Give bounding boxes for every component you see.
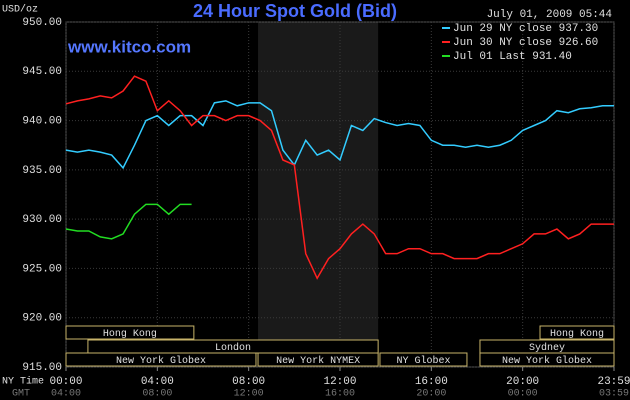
legend-label: Jun 29 NY close 937.30 [453, 23, 598, 35]
session-label: London [215, 342, 251, 354]
gmt-row-label: GMT [12, 389, 30, 400]
legend-label: Jul 01 Last 931.40 [453, 51, 572, 63]
gmt-tick-label: 03:59 [599, 389, 629, 400]
x-tick-label: 20:00 [506, 376, 539, 388]
session-label: Hong Kong [103, 329, 157, 340]
gmt-tick-label: 04:00 [51, 389, 81, 400]
x-tick-label: 16:00 [415, 376, 448, 388]
series-line [65, 203, 192, 240]
session-label: New York Globex [116, 355, 206, 367]
session-bar [379, 352, 468, 367]
session-label: New York NYMEX [276, 355, 360, 367]
session-bar [479, 352, 615, 367]
series-line [65, 100, 614, 170]
session-shade [258, 22, 379, 367]
session-label: New York Globex [502, 355, 592, 367]
background-layer [65, 21, 615, 368]
x-tick-label: 12:00 [323, 376, 356, 388]
gmt-tick-label: 00:00 [508, 389, 538, 400]
timestamp: July 01, 2009 05:44 [487, 9, 613, 21]
y-tick-label: 915.00 [22, 362, 62, 374]
gmt-tick-label: 12:00 [234, 389, 264, 400]
x-tick-label: 04:00 [141, 376, 174, 388]
session-bar [539, 325, 615, 340]
gmt-tick-label: 16:00 [325, 389, 355, 400]
y-tick-label: 920.00 [22, 313, 62, 325]
session-label: Sydney [529, 342, 565, 354]
watermark: www.kitco.com [67, 37, 191, 56]
y-tick-label: 940.00 [22, 115, 62, 127]
y-tick-label: 950.00 [22, 17, 62, 29]
x-row-label: NY Time [2, 376, 44, 388]
y-tick-label: 945.00 [22, 66, 62, 78]
x-tick-label: 08:00 [232, 376, 265, 388]
session-label: NY Globex [396, 355, 450, 367]
gmt-tick-label: 20:00 [416, 389, 446, 400]
series-line [65, 75, 614, 280]
gmt-tick-label: 08:00 [142, 389, 172, 400]
session-label: Hong Kong [550, 329, 604, 340]
session-bar [65, 325, 195, 340]
session-bar [257, 352, 379, 367]
y-tick-label: 930.00 [22, 214, 62, 226]
y-tick-label: 925.00 [22, 263, 62, 275]
x-tick-label: 00:00 [49, 376, 82, 388]
legend-label: Jun 30 NY close 926.60 [453, 37, 598, 49]
chart-title: 24 Hour Spot Gold (Bid) [193, 1, 397, 21]
y-axis-label: USD/oz [2, 4, 38, 16]
y-tick-label: 935.00 [22, 165, 62, 177]
session-bar [65, 352, 257, 367]
x-tick-label: 23:59 [597, 376, 630, 388]
